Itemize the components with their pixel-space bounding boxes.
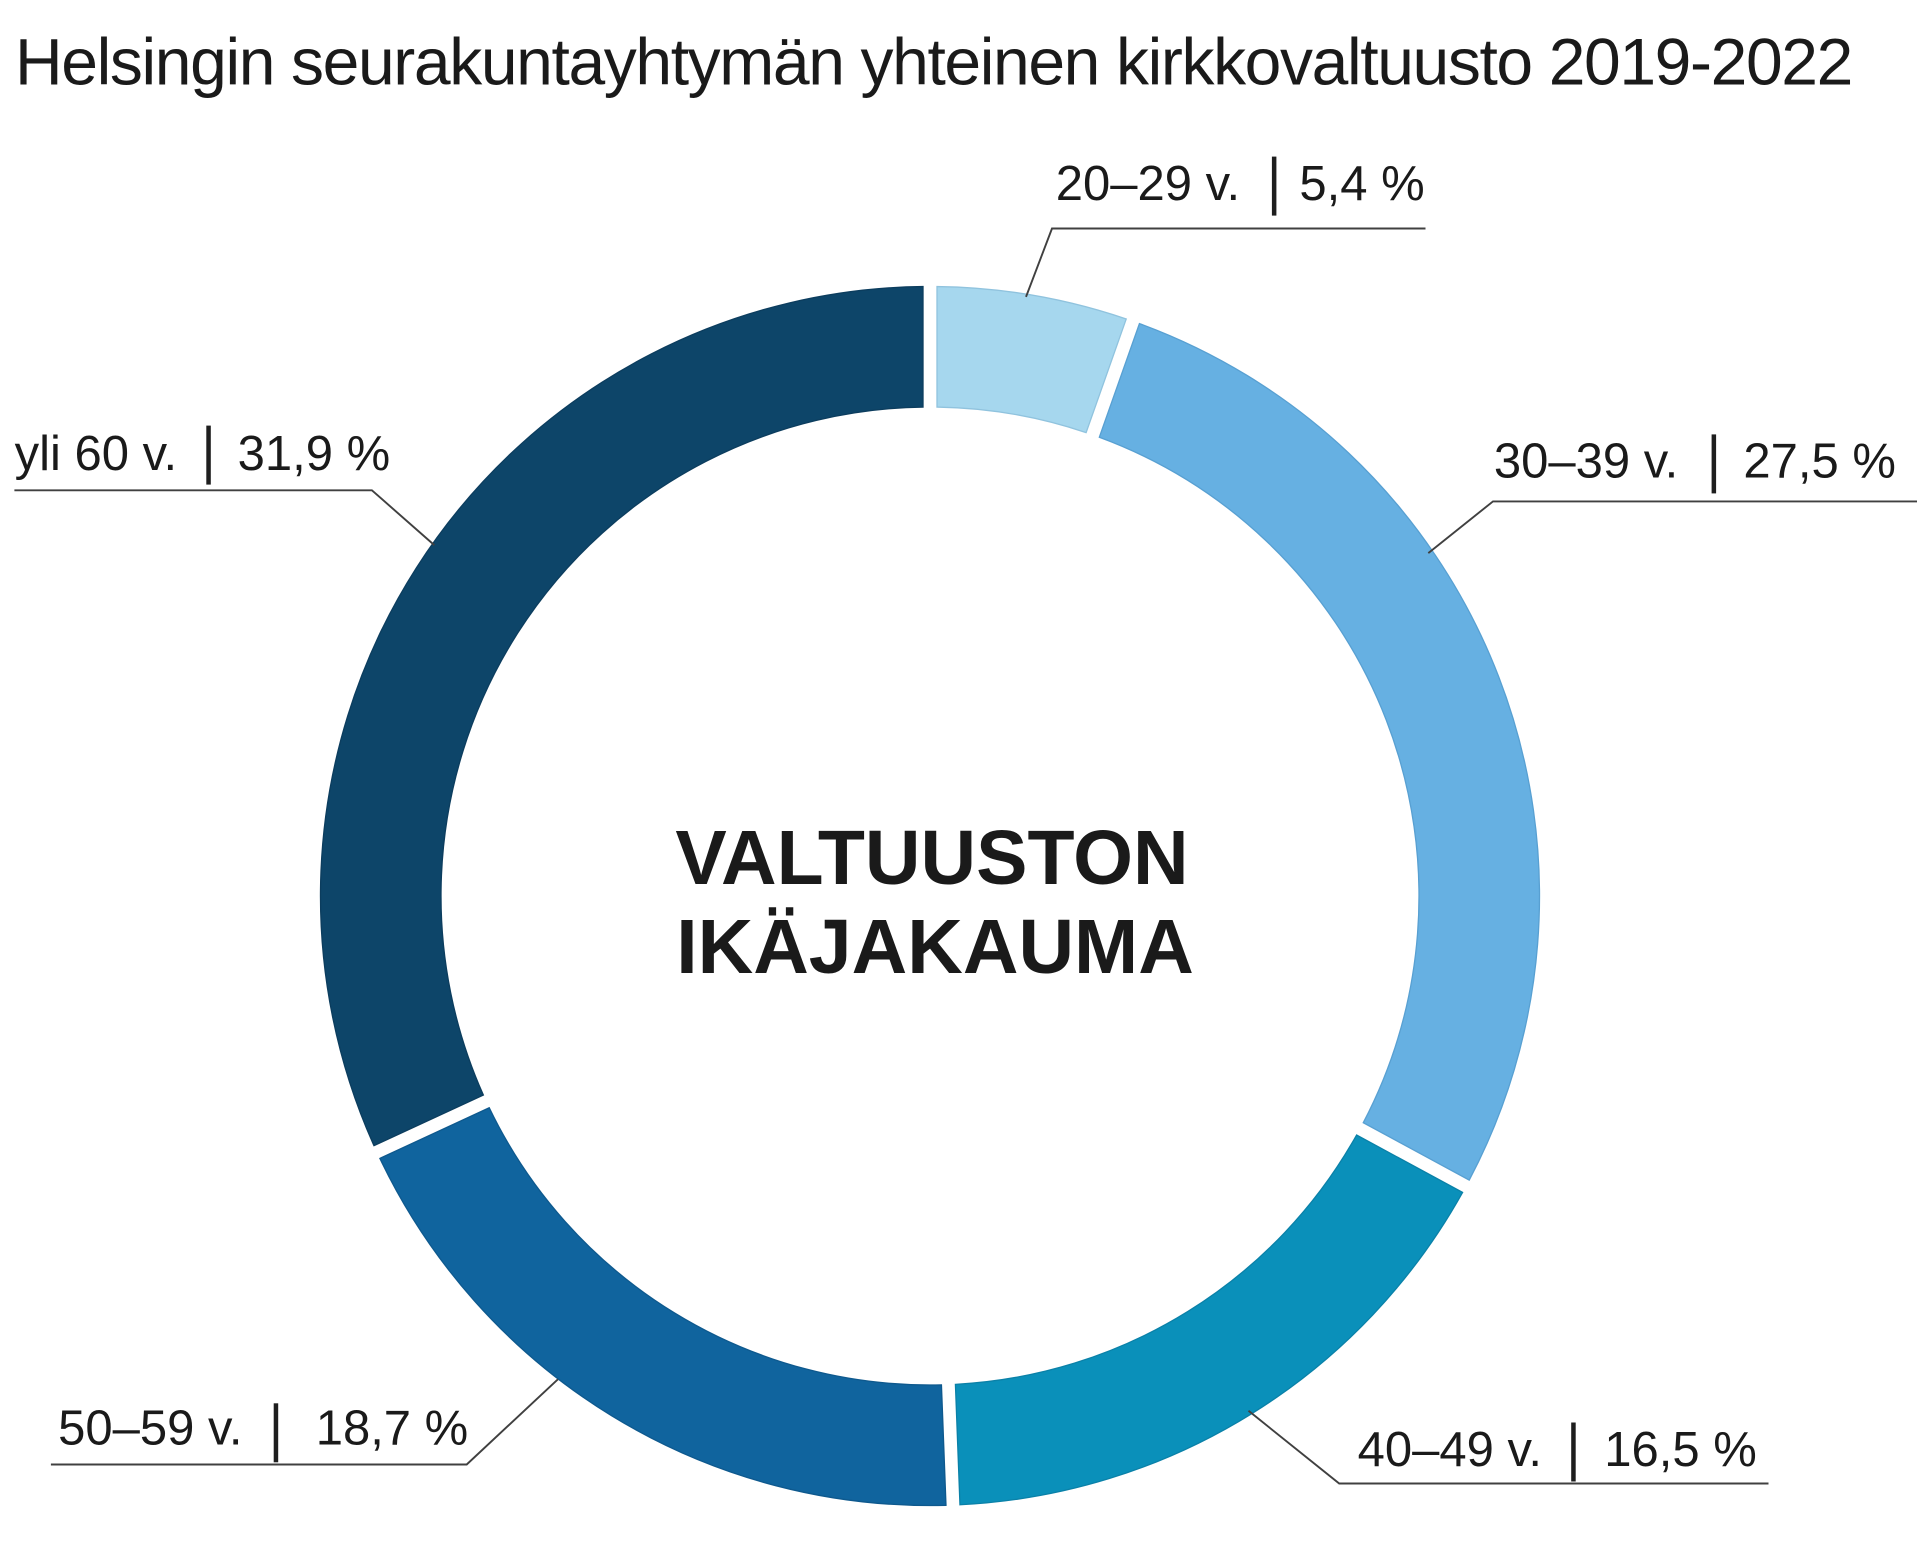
- svg-text:IKÄJAKAUMA: IKÄJAKAUMA: [676, 904, 1194, 990]
- svg-text:40–49 v.: 40–49 v.: [1358, 1423, 1542, 1477]
- svg-text:VALTUUSTON: VALTUUSTON: [675, 815, 1188, 901]
- svg-text:50–59 v.: 50–59 v.: [58, 1402, 242, 1456]
- svg-text:27,5 %: 27,5 %: [1743, 434, 1896, 488]
- svg-text:31,9 %: 31,9 %: [238, 427, 391, 481]
- svg-text:30–39 v.: 30–39 v.: [1494, 434, 1678, 488]
- svg-text:Helsingin seurakuntayhtymän yh: Helsingin seurakuntayhtymän yhteinen kir…: [15, 24, 1852, 98]
- svg-text:18,7 %: 18,7 %: [316, 1402, 469, 1456]
- svg-text:20–29 v.: 20–29 v.: [1056, 157, 1240, 211]
- svg-text:yli 60 v.: yli 60 v.: [15, 427, 177, 481]
- svg-text:5,4 %: 5,4 %: [1299, 157, 1424, 211]
- svg-text:16,5 %: 16,5 %: [1604, 1423, 1757, 1477]
